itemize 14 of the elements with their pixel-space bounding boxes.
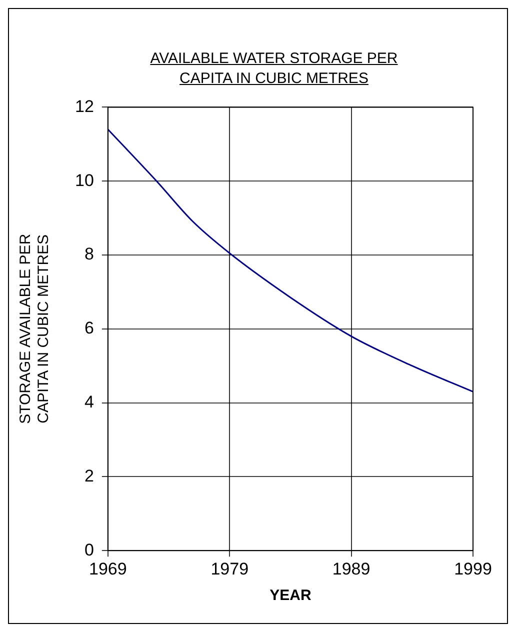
chart-title: AVAILABLE WATER STORAGE PER CAPITA IN CUBIC METRES <box>149 49 399 89</box>
x-axis-title: YEAR <box>270 587 312 604</box>
y-tick-label: 6 <box>84 318 94 338</box>
y-tick-label: 10 <box>74 170 94 190</box>
x-tick-label: 1999 <box>454 559 492 578</box>
x-tick-label: 1969 <box>88 559 127 578</box>
y-tick-label: 12 <box>74 96 94 116</box>
x-tick-label: 1979 <box>210 559 249 578</box>
y-tick-label: 0 <box>84 540 94 560</box>
y-tick-label: 4 <box>84 392 94 412</box>
y-tick-label: 2 <box>84 466 94 486</box>
y-axis-title: STORAGE AVAILABLE PER CAPITA IN CUBIC METRES <box>17 234 52 424</box>
y-tick-label: 8 <box>84 244 94 264</box>
x-tick-label: 1989 <box>332 559 370 578</box>
